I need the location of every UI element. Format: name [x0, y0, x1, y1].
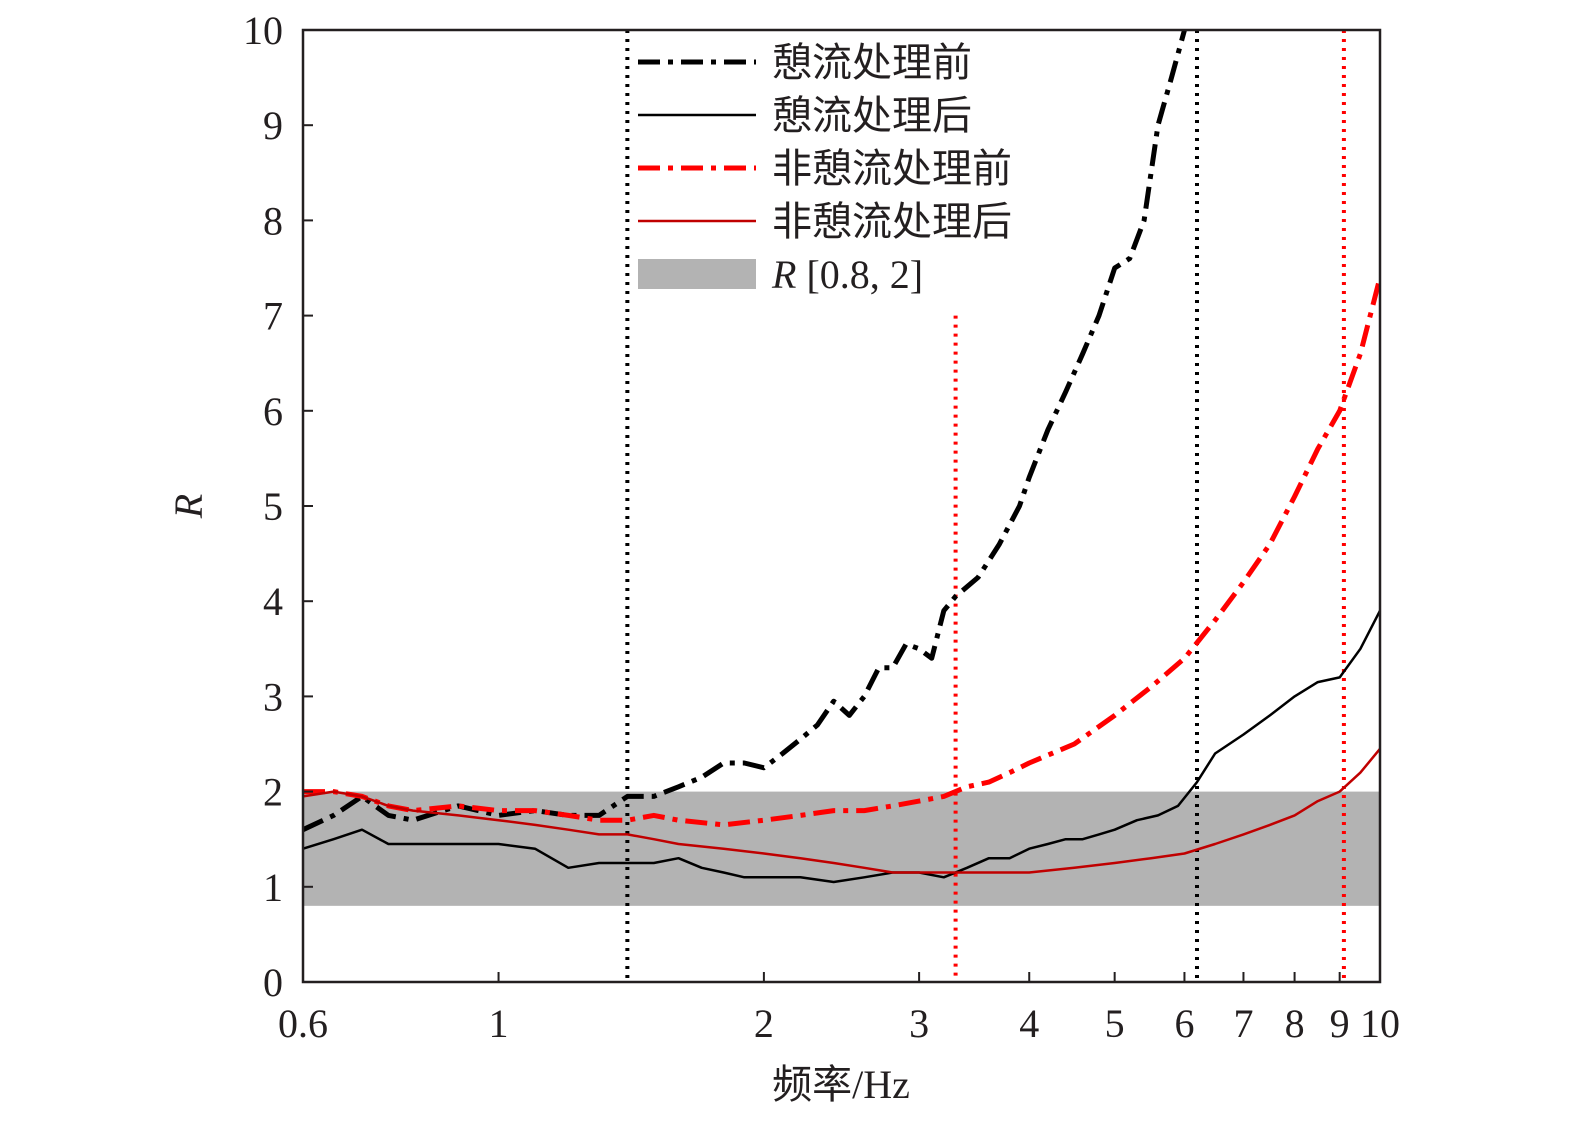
series-line-1	[301, 29, 1187, 832]
x-tick-label: 10	[1360, 1001, 1400, 1046]
legend-label-1: 憩流处理前	[772, 40, 972, 85]
x-tick-label: 4	[1019, 1001, 1039, 1046]
x-tick-label: 2	[754, 1001, 774, 1046]
x-tick-label: 8	[1285, 1001, 1305, 1046]
legend-label-4: 非憩流处理后	[772, 199, 1012, 244]
y-tick-label: 4	[263, 579, 283, 624]
y-tick-label: 7	[263, 294, 283, 339]
x-tick-label: 5	[1105, 1001, 1125, 1046]
x-tick-label: 9	[1330, 1001, 1350, 1046]
y-tick-label: 9	[263, 103, 283, 148]
legend-band-label: R [0.8, 2]	[771, 252, 923, 297]
x-tick-label: 0.6	[278, 1001, 328, 1046]
series-line-2	[302, 610, 1382, 884]
y-axis-title: R	[166, 494, 211, 519]
y-tick-label: 5	[263, 484, 283, 529]
series-line-4	[302, 748, 1381, 874]
legend-label-3: 非憩流处理前	[772, 146, 1012, 191]
x-axis-title: 频率/Hz	[772, 1062, 910, 1107]
reference-lines	[625, 30, 1346, 982]
x-tick-label: 6	[1174, 1001, 1194, 1046]
legend-band-swatch	[638, 259, 756, 289]
y-tick-label: 10	[243, 8, 283, 53]
y-tick-label: 1	[263, 865, 283, 910]
y-tick-label: 2	[263, 770, 283, 815]
x-tick-label: 3	[909, 1001, 929, 1046]
x-tick-label: 7	[1233, 1001, 1253, 1046]
legend-label-2: 憩流处理后	[772, 93, 972, 138]
y-tick-label: 0	[263, 960, 283, 1005]
y-tick-label: 6	[263, 389, 283, 434]
y-tick-label: 3	[263, 674, 283, 719]
series-layer	[301, 29, 1383, 884]
x-tick-label: 1	[489, 1001, 509, 1046]
y-tick-label: 8	[263, 198, 283, 243]
